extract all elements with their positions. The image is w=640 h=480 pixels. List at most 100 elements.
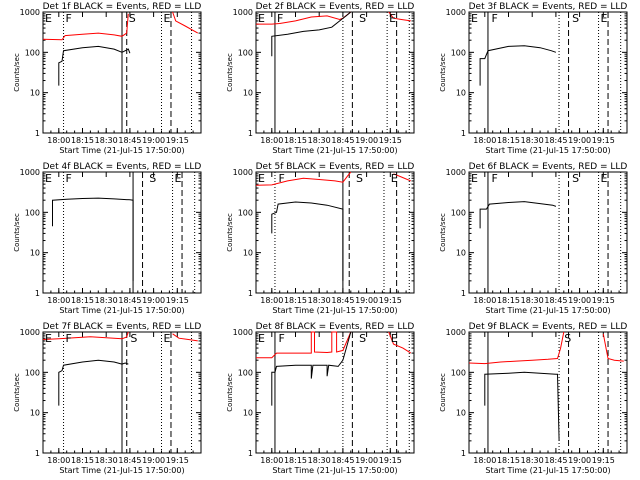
detector-panel-3: Det 3f BLACK = Events, RED = LLD 1 10 100 10… <box>439 2 628 155</box>
x-tick-label: 19:15 <box>379 456 402 465</box>
panel-title: Det 2f BLACK = Events, RED = LLD <box>256 2 415 12</box>
x-tick-label: 19:15 <box>166 296 189 305</box>
x-tick-label: 18:15 <box>71 456 94 465</box>
x-tick-label: 18:30 <box>308 296 331 305</box>
events-rate-line <box>52 197 134 281</box>
x-axis-label: Start Time (21-Jul-15 17:50:00) <box>272 466 397 475</box>
plot-frame <box>468 331 628 454</box>
events-rate-line <box>121 48 131 54</box>
events-rate-line <box>484 371 560 441</box>
phase-marker: E <box>258 172 265 185</box>
y-tick-label: 10 <box>30 249 40 258</box>
lld-rate-line <box>393 173 411 182</box>
y-axis-label: Counts/sec <box>13 373 21 412</box>
x-tick-label: 19:00 <box>142 456 165 465</box>
detector-panel-6: Det 6f BLACK = Events, RED = LLD 1 10 100 10… <box>439 162 628 315</box>
events-rate-line <box>58 359 123 406</box>
panel-title: Det 5f BLACK = Events, RED = LLD <box>256 162 415 172</box>
x-axis-label: Start Time (21-Jul-15 17:50:00) <box>272 306 397 315</box>
phase-marker: S <box>356 172 363 185</box>
x-tick-label: 18:30 <box>308 136 331 145</box>
x-tick-label: 18:45 <box>118 136 141 145</box>
lld-rate-line <box>172 11 199 34</box>
y-axis-label: Counts/sec <box>13 53 21 92</box>
x-tick-label: 18:15 <box>497 456 520 465</box>
x-tick-label: 18:45 <box>331 456 354 465</box>
plot-frame <box>255 331 415 454</box>
y-tick-label: 1000 <box>233 328 253 337</box>
x-tick-label: 18:30 <box>521 136 544 145</box>
x-tick-label: 18:15 <box>71 136 94 145</box>
y-tick-label: 10 <box>456 249 466 258</box>
x-tick-label: 19:00 <box>355 296 378 305</box>
y-tick-label: 100 <box>25 368 40 377</box>
x-tick-label: 19:00 <box>568 136 591 145</box>
events-rate-line <box>271 201 344 281</box>
panel-title: Det 6f BLACK = Events, RED = LLD <box>469 162 628 172</box>
x-tick-label: 18:15 <box>284 296 307 305</box>
lld-rate-line <box>388 11 411 22</box>
x-tick-label: 18:45 <box>118 456 141 465</box>
events-rate-line <box>58 45 123 86</box>
x-tick-label: 19:00 <box>142 296 165 305</box>
panel-title: Det 1f BLACK = Events, RED = LLD <box>43 2 202 12</box>
lld-rate-line <box>602 333 624 362</box>
y-axis-label: Counts/sec <box>226 213 234 252</box>
phase-marker: F <box>66 172 72 185</box>
x-tick-label: 18:00 <box>260 456 283 465</box>
x-tick-label: 19:15 <box>592 296 615 305</box>
phase-marker: S <box>572 12 579 25</box>
phase-marker: S <box>564 332 571 345</box>
phase-marker: F <box>66 12 72 25</box>
panel-title: Det 7f BLACK = Events, RED = LLD <box>43 322 202 332</box>
y-axis-label: Counts/sec <box>226 53 234 92</box>
phase-marker: E <box>175 172 182 185</box>
x-tick-label: 18:30 <box>308 456 331 465</box>
lld-rate-line <box>255 171 352 186</box>
x-tick-label: 18:00 <box>260 296 283 305</box>
x-axis-label: Start Time (21-Jul-15 17:50:00) <box>59 146 184 155</box>
y-tick-label: 100 <box>451 368 466 377</box>
y-axis-label: Counts/sec <box>439 53 447 92</box>
phase-marker: E <box>164 12 171 25</box>
phase-marker: S <box>359 332 366 345</box>
y-tick-label: 100 <box>451 208 466 217</box>
panel-title: Det 8f BLACK = Events, RED = LLD <box>256 322 415 332</box>
y-tick-label: 10 <box>456 89 466 98</box>
x-tick-label: 18:45 <box>544 296 567 305</box>
x-tick-label: 18:45 <box>331 296 354 305</box>
lld-rate-line <box>468 331 565 365</box>
x-tick-label: 18:30 <box>95 456 118 465</box>
phase-marker: F <box>492 12 498 25</box>
x-tick-label: 19:15 <box>166 456 189 465</box>
detector-panel-7: Det 7f BLACK = Events, RED = LLD 1 10 100 10… <box>13 322 202 475</box>
phase-marker: F <box>277 12 283 25</box>
x-tick-label: 18:15 <box>71 296 94 305</box>
lld-rate-line <box>172 333 198 342</box>
y-tick-label: 1 <box>35 129 40 138</box>
plot-frame <box>255 11 415 134</box>
phase-marker: F <box>279 332 285 345</box>
x-tick-label: 18:30 <box>95 136 118 145</box>
y-tick-label: 100 <box>238 368 253 377</box>
x-axis-label: Start Time (21-Jul-15 17:50:00) <box>485 146 610 155</box>
lld-rate-line <box>256 331 352 359</box>
x-tick-label: 18:00 <box>47 456 70 465</box>
y-tick-label: 1000 <box>233 168 253 177</box>
y-tick-label: 10 <box>243 89 253 98</box>
phase-marker: E <box>258 332 265 345</box>
y-tick-label: 100 <box>451 48 466 57</box>
x-tick-label: 19:15 <box>379 296 402 305</box>
x-tick-label: 18:00 <box>260 136 283 145</box>
lld-rate-line <box>42 13 129 41</box>
y-tick-label: 1 <box>35 449 40 458</box>
x-axis-label: Start Time (21-Jul-15 17:50:00) <box>272 146 397 155</box>
y-tick-label: 1000 <box>446 168 466 177</box>
x-tick-label: 18:00 <box>473 456 496 465</box>
x-tick-label: 18:00 <box>473 296 496 305</box>
phase-marker: E <box>391 332 398 345</box>
y-tick-label: 1000 <box>233 8 253 17</box>
y-tick-label: 100 <box>238 48 253 57</box>
